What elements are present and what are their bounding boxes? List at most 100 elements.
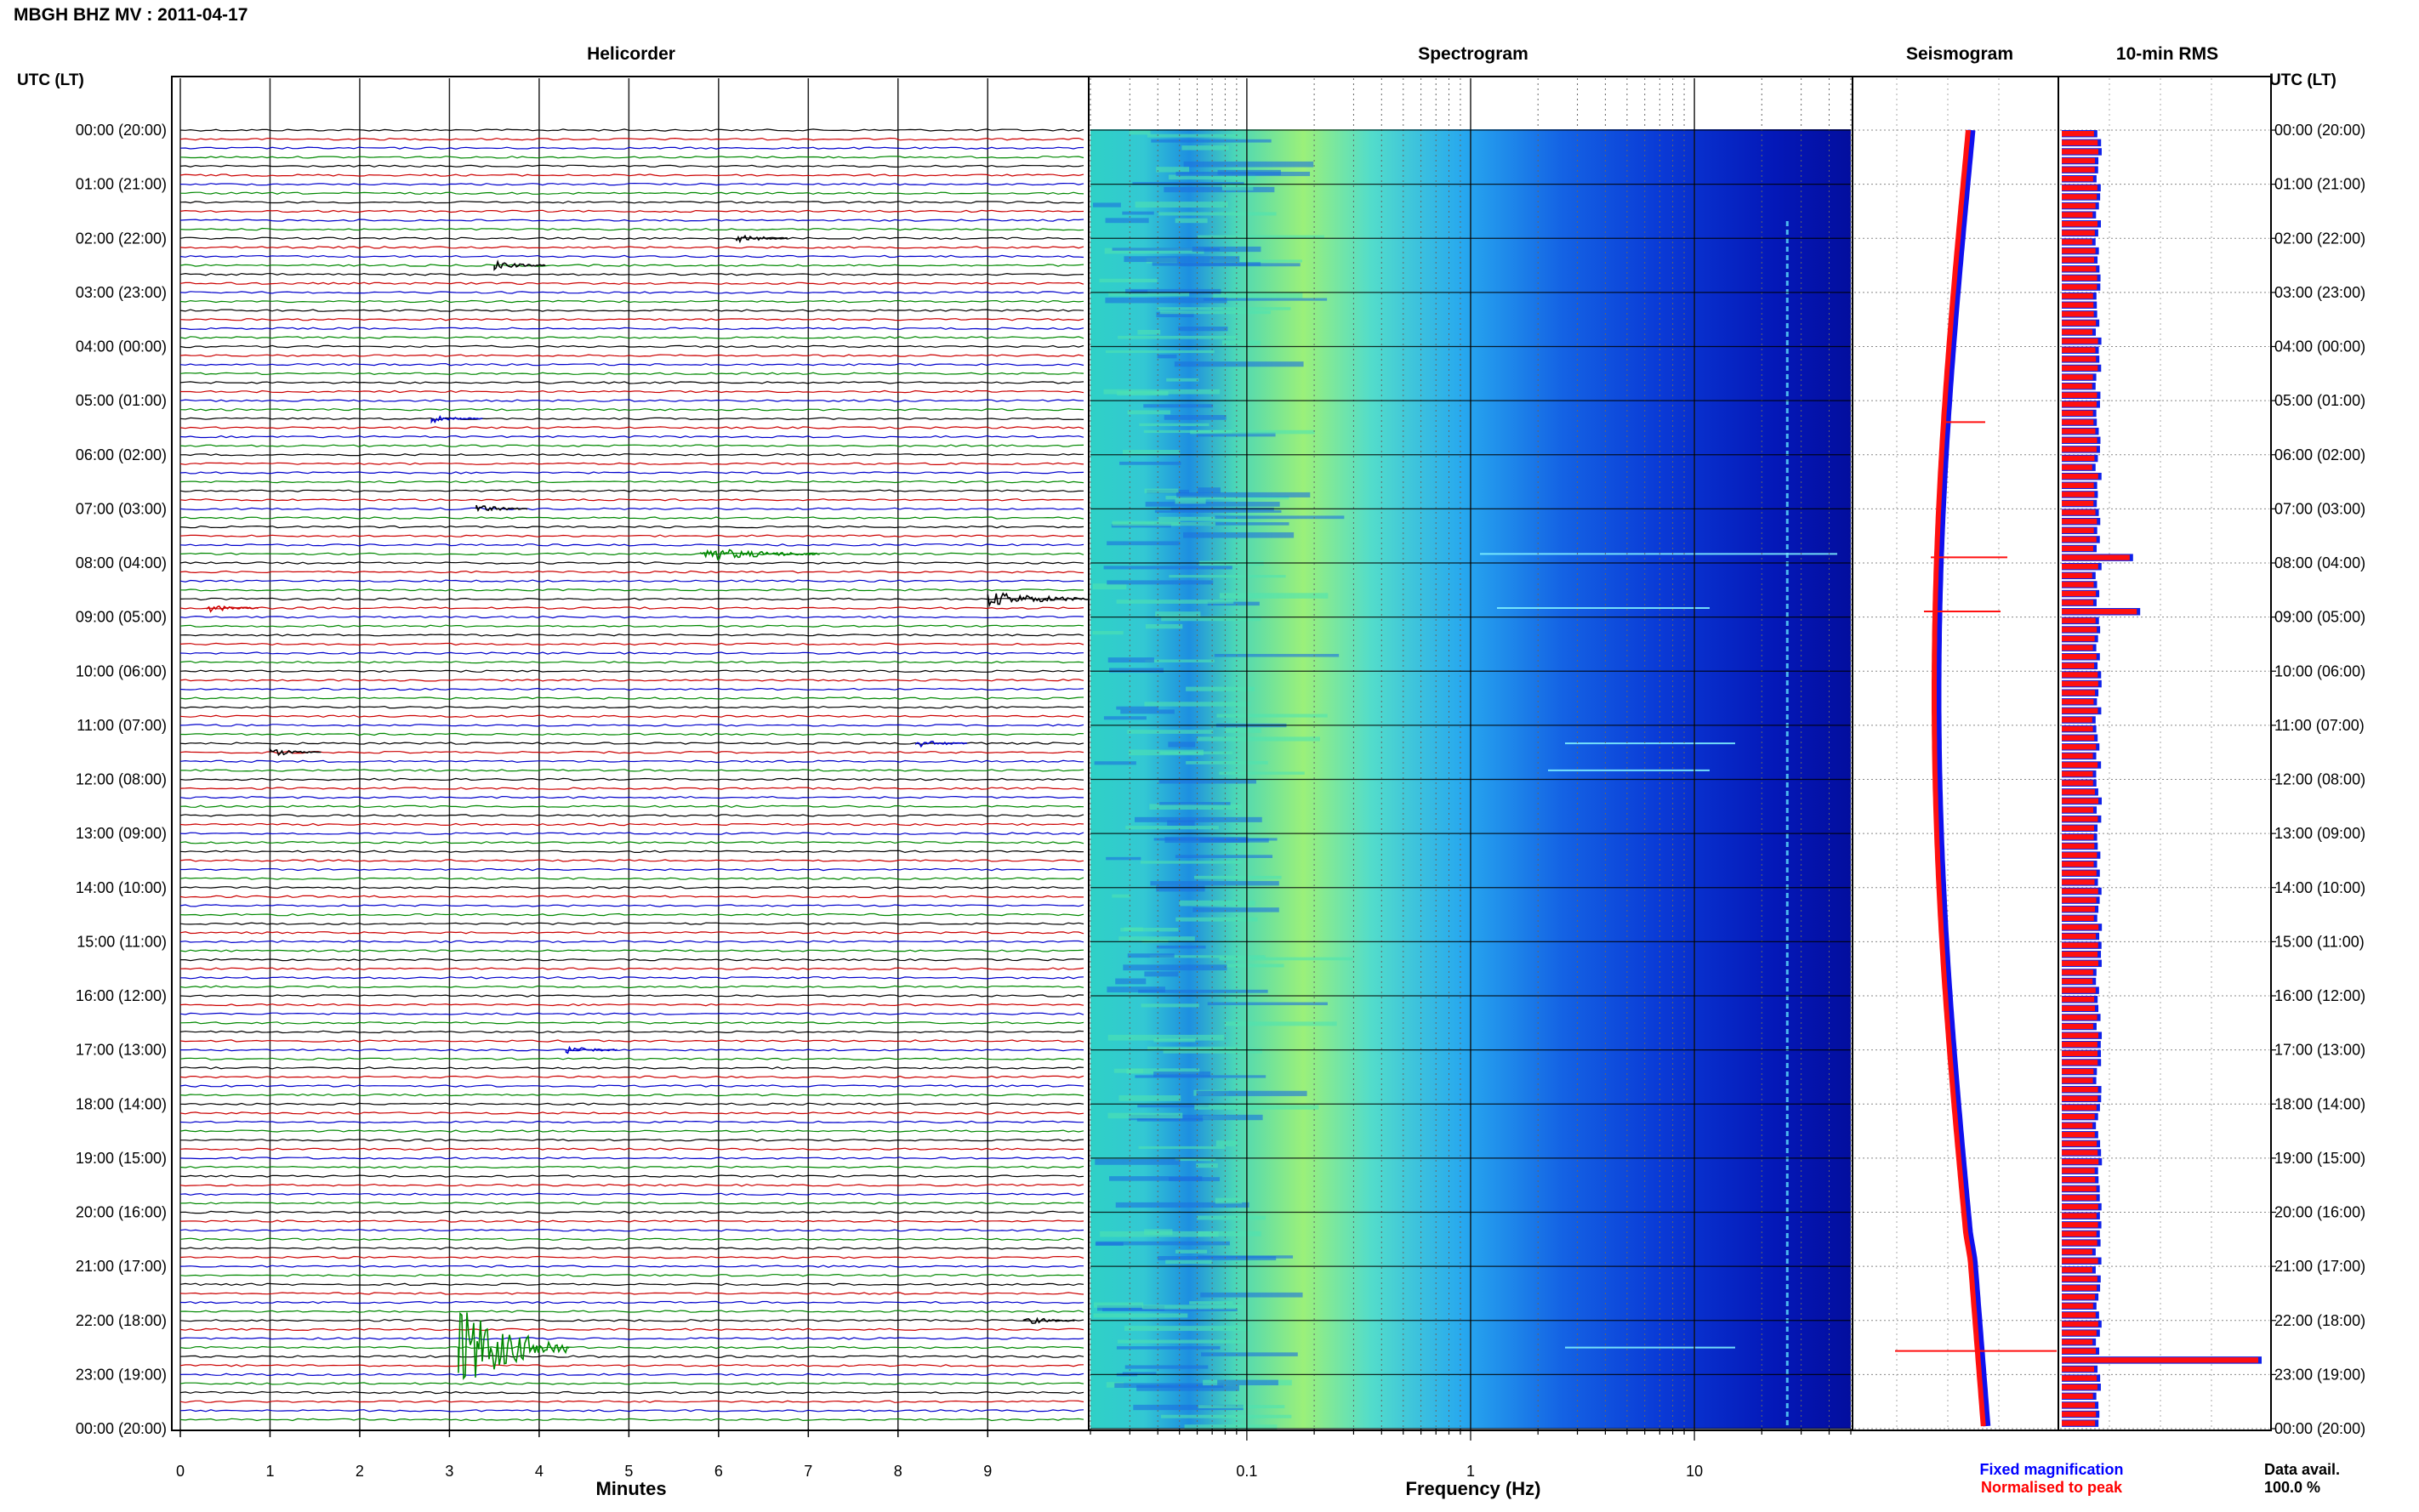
- time-label-left: 03:00 (23:00): [76, 284, 167, 301]
- minute-tick-label: 5: [624, 1463, 633, 1480]
- rms-bar-normalised: [2062, 329, 2093, 335]
- helicorder-trace: [179, 317, 1084, 321]
- rms-bar-normalised: [2062, 527, 2094, 533]
- spectrogram-band: [1092, 583, 1127, 590]
- time-label-right: 00:00 (20:00): [2274, 122, 2365, 139]
- spectrogram-band: [1147, 134, 1242, 138]
- spectrogram-band: [1168, 174, 1256, 180]
- spectrogram-band: [1199, 838, 1269, 843]
- helicorder-trace: [179, 759, 1084, 764]
- rms-bar-normalised: [2062, 870, 2097, 876]
- spectrogram-texture: [1092, 129, 1837, 1430]
- helicorder-trace: [179, 1192, 1084, 1197]
- helicorder-trace: [179, 606, 1084, 610]
- spectrogram-band: [1103, 716, 1147, 720]
- time-label-right: 23:00 (19:00): [2274, 1366, 2365, 1383]
- time-label-right: 10:00 (06:00): [2274, 662, 2365, 679]
- rms-bar-normalised: [2062, 1140, 2097, 1147]
- rms-bar-normalised: [2062, 455, 2095, 462]
- helicorder-trace: [179, 156, 1084, 159]
- rms-bar-normalised: [2062, 1420, 2096, 1426]
- helicorder-trace: [179, 525, 1084, 529]
- rms-bar-normalised: [2062, 662, 2095, 669]
- helicorder-trace: [179, 1093, 1084, 1097]
- time-label-left: 18:00 (14:00): [76, 1095, 167, 1112]
- helicorder-trace: [179, 1147, 1084, 1151]
- time-label-right: 16:00 (12:00): [2274, 987, 2365, 1004]
- helicorder-trace: [179, 516, 1084, 520]
- helicorder-trace: [179, 769, 1084, 772]
- rms-bar-normalised: [2062, 545, 2094, 552]
- helicorder-trace: [179, 128, 1084, 132]
- spectrogram-band: [1105, 218, 1149, 224]
- rms-bar-normalised: [2062, 1185, 2097, 1192]
- rms-bar-normalised: [2062, 554, 2130, 560]
- rms-bar-normalised: [2062, 1050, 2098, 1056]
- spectrogram-band: [1174, 361, 1304, 367]
- spectrogram-band: [1198, 1405, 1285, 1409]
- spectrogram-band: [1138, 1145, 1226, 1149]
- rms-bar-normalised: [2062, 374, 2093, 380]
- helicorder-trace: [179, 949, 1084, 952]
- rms-bar-normalised: [2062, 239, 2092, 245]
- spectrogram-band: [1198, 1231, 1261, 1236]
- helicorder-trace: [179, 642, 1084, 646]
- helicorder-trace: [179, 732, 1084, 736]
- spectrogram-band: [1093, 1313, 1188, 1318]
- spectrogram-band: [1163, 1048, 1262, 1054]
- spectrogram-band: [1107, 580, 1214, 585]
- helicorder-trace: [180, 958, 1084, 962]
- rms-bar-normalised: [2062, 1276, 2097, 1282]
- seismogram-panel: [1852, 76, 2059, 1431]
- helicorder-trace: [179, 399, 1084, 402]
- rms-bar-normalised: [2062, 1032, 2099, 1038]
- spectrogram-band: [1112, 894, 1130, 898]
- helicorder-trace: [179, 173, 1084, 177]
- helicorder-trace: [179, 1012, 1084, 1015]
- spectrogram-band: [1192, 246, 1261, 253]
- rms-bar-normalised: [2062, 762, 2098, 768]
- rms-bar-normalised: [2062, 1231, 2097, 1237]
- rms-bar-normalised: [2062, 1411, 2097, 1418]
- helicorder-trace: [179, 435, 1084, 439]
- legend-fixed-magnification: Fixed magnification: [1979, 1461, 2123, 1478]
- rms-bar-normalised: [2062, 1222, 2098, 1228]
- helicorder-trace: [179, 651, 1084, 655]
- helicorder-trace: [179, 597, 1084, 601]
- helicorder-trace: [179, 904, 1084, 907]
- spectrogram-band: [1210, 259, 1302, 263]
- helicorder-trace: [179, 336, 1084, 339]
- minute-tick-label: 6: [714, 1463, 723, 1480]
- rms-bar-normalised: [2062, 1348, 2097, 1354]
- spectrogram-band: [1116, 600, 1234, 604]
- time-label-left: 14:00 (10:00): [76, 879, 167, 896]
- frequency-tick-label: 1: [1466, 1463, 1475, 1480]
- helicorder-event: [987, 592, 1089, 608]
- spectrogram-band: [1151, 139, 1272, 143]
- minutes-axis-label: Minutes: [595, 1478, 666, 1499]
- spectrogram-band: [1141, 1003, 1199, 1008]
- rms-bar-normalised: [2062, 617, 2096, 623]
- minute-tick-labels: 0 1 2 3 4 5 6 7 8 9: [176, 1429, 992, 1480]
- helicorder-trace: [179, 1247, 1084, 1250]
- time-label-left: 04:00 (00:00): [76, 338, 167, 355]
- rms-bar-normalised: [2062, 942, 2098, 948]
- rms-bar-normalised: [2062, 969, 2093, 975]
- spectrogram-band: [1149, 955, 1266, 958]
- spectrogram-band: [1114, 1383, 1224, 1388]
- time-label-right: 22:00 (18:00): [2274, 1312, 2365, 1329]
- time-label-right: 17:00 (13:00): [2274, 1042, 2365, 1059]
- spectrogram-band: [1143, 429, 1232, 434]
- rms-bar-normalised: [2062, 1042, 2097, 1048]
- helicorder-trace: [179, 1364, 1084, 1367]
- spectrogram-band: [1126, 1068, 1200, 1074]
- minute-tick-label: 3: [445, 1463, 453, 1480]
- helicorder-trace: [179, 1075, 1084, 1079]
- spectrogram-band: [1116, 706, 1159, 710]
- rms-bar-normalised: [2062, 230, 2095, 236]
- spectrogram-band: [1219, 593, 1329, 599]
- spectrogram-band: [1186, 760, 1268, 765]
- time-label-left: 22:00 (18:00): [76, 1312, 167, 1329]
- rms-bar-normalised: [2062, 1285, 2097, 1291]
- helicorder-trace: [179, 696, 1084, 700]
